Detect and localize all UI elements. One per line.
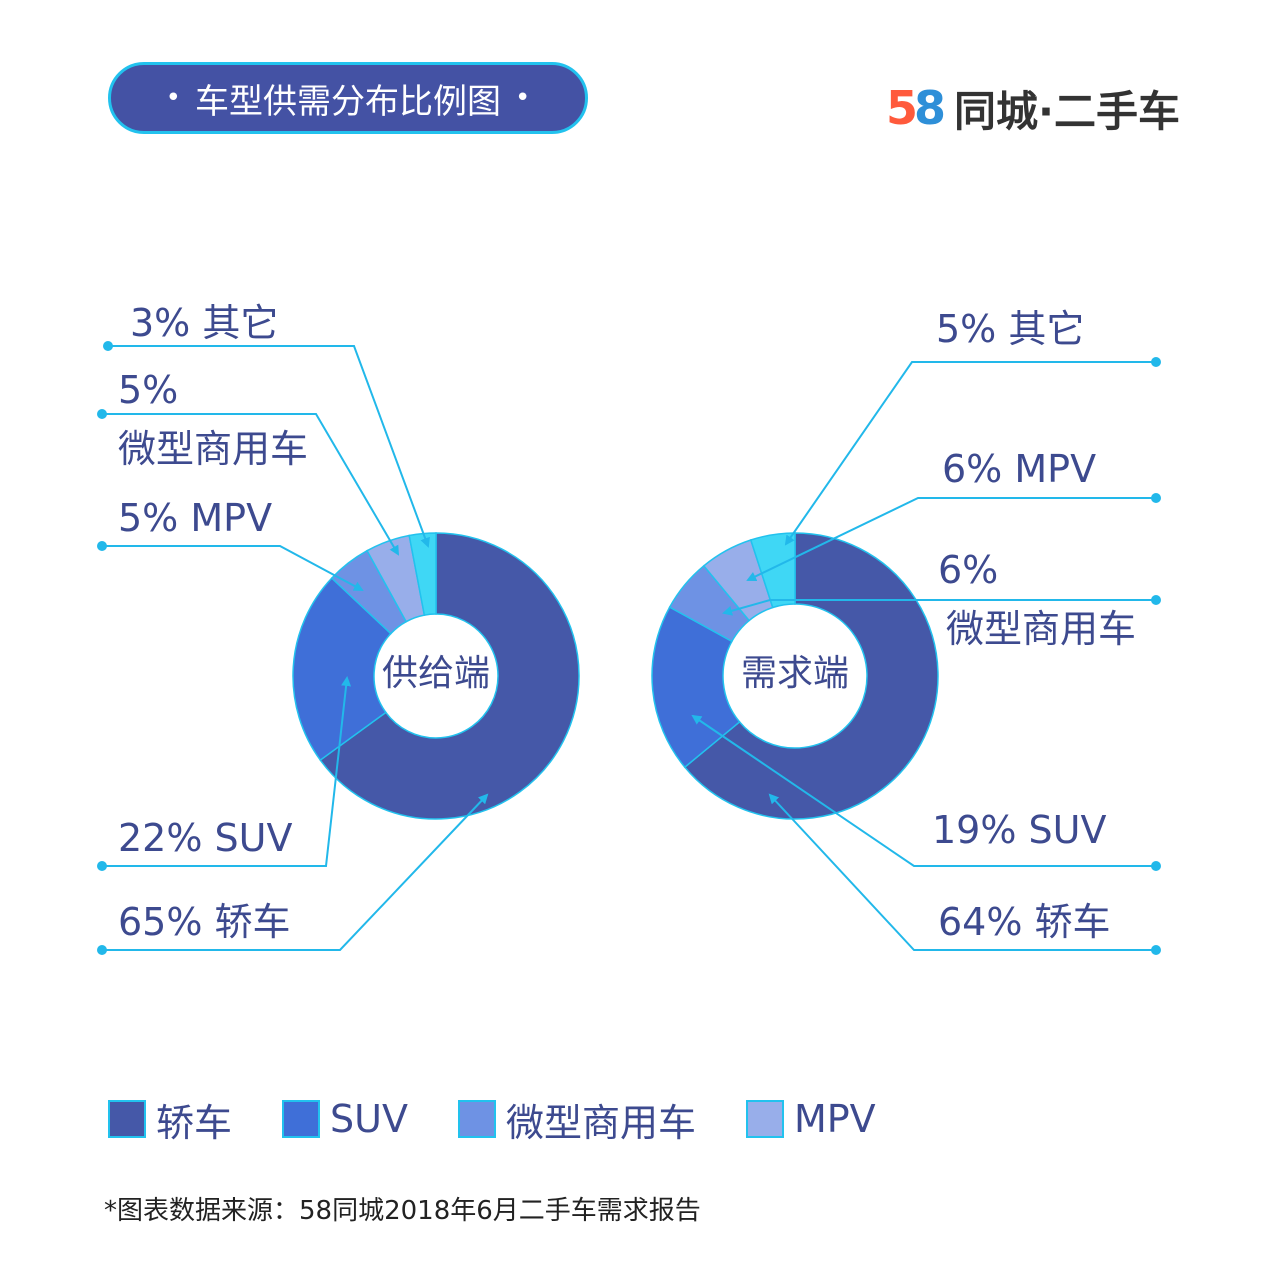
label-demand-other: 5% 其它: [936, 307, 1084, 351]
dot-supply-sedan: [97, 945, 107, 955]
legend-item-mpv: MPV: [745, 1097, 876, 1141]
leader-demand-micro: [722, 599, 1156, 616]
label-demand-micro-pct: 6%: [938, 548, 998, 592]
legend-swatch-sedan: [108, 1100, 146, 1138]
leader-demand-suv: [691, 714, 1156, 867]
label-supply-micro-pct: 5%: [118, 368, 178, 412]
demand-slice-other: [749, 532, 796, 609]
demand-slice-sedan: [683, 532, 939, 820]
label-demand-micro-name: 微型商用车: [946, 607, 1136, 651]
brand-text: 同城·二手车: [954, 86, 1180, 136]
label-supply-mpv: 5% MPV: [118, 496, 272, 540]
chart-legend: 轿车 SUV 微型商用车 MPV: [108, 1092, 926, 1147]
dot-supply-micro: [97, 409, 107, 419]
dot-supply-other: [103, 341, 113, 351]
leader-supply-other: [108, 345, 430, 548]
supply-slice-suv: [292, 577, 392, 762]
brand-logo: 5 8 同城·二手车: [886, 80, 1180, 136]
dot-demand-other: [1151, 357, 1161, 367]
demand-slice-suv: [651, 606, 741, 769]
brand-digit-8: 8: [914, 81, 947, 135]
dot-demand-suv: [1151, 861, 1161, 871]
demand-center-label: 需求端: [741, 653, 849, 694]
legend-item-suv: SUV: [282, 1097, 408, 1141]
legend-item-sedan: 轿车: [108, 1092, 232, 1147]
leader-endpoints: [97, 341, 1161, 955]
legend-label-suv: SUV: [330, 1097, 408, 1141]
supply-center-label: 供给端: [382, 653, 490, 694]
legend-label-mpv: MPV: [793, 1097, 876, 1141]
chart-title-pill: • 车型供需分布比例图 •: [108, 62, 588, 134]
leader-supply-suv: [102, 676, 352, 867]
legend-item-micro-commercial: 微型商用车: [457, 1092, 696, 1147]
supply-slice-other: [408, 532, 437, 616]
demand-donut: 需求端: [651, 532, 939, 820]
supply-donut: 供给端: [292, 532, 580, 820]
dot-demand-sedan: [1151, 945, 1161, 955]
supply-slice-sedan: [319, 532, 580, 820]
leader-demand-sedan: [768, 793, 1156, 951]
dot-demand-mpv: [1151, 493, 1161, 503]
leader-supply-mpv: [102, 545, 364, 591]
leader-supply-micro: [102, 413, 400, 556]
legend-label-sedan: 轿车: [156, 1100, 233, 1145]
data-source-note: *图表数据来源：58同城2018年6月二手车需求报告: [104, 1196, 701, 1226]
title-dot-left: •: [165, 83, 181, 113]
label-demand-sedan: 64% 轿车: [938, 900, 1111, 944]
leader-supply-sedan: [102, 793, 489, 951]
label-supply-suv: 22% SUV: [118, 816, 292, 860]
chart-title: 车型供需分布比例图: [195, 81, 501, 122]
legend-swatch-mpv: [745, 1100, 784, 1138]
label-supply-sedan: 65% 轿车: [118, 900, 291, 944]
leader-demand-mpv: [746, 497, 1156, 582]
slice-labels: 65% 轿车 22% SUV 5% MPV 5% 微型商用车 3% 其它 64%…: [118, 301, 1136, 944]
title-dot-right: •: [515, 83, 531, 113]
dot-supply-suv: [97, 861, 107, 871]
dot-supply-mpv: [97, 541, 107, 551]
legend-label-micro-commercial: 微型商用车: [505, 1100, 696, 1145]
dot-demand-micro: [1151, 595, 1161, 605]
legend-swatch-suv: [282, 1100, 321, 1138]
leader-demand-other: [784, 361, 1156, 546]
brand-digit-5: 5: [886, 81, 919, 135]
label-demand-suv: 19% SUV: [932, 808, 1106, 852]
legend-swatch-micro-commercial: [457, 1100, 496, 1138]
leader-lines: [102, 345, 1156, 951]
label-supply-other: 3% 其它: [130, 301, 278, 345]
label-demand-mpv: 6% MPV: [942, 447, 1096, 491]
label-supply-micro-name: 微型商用车: [118, 427, 308, 471]
